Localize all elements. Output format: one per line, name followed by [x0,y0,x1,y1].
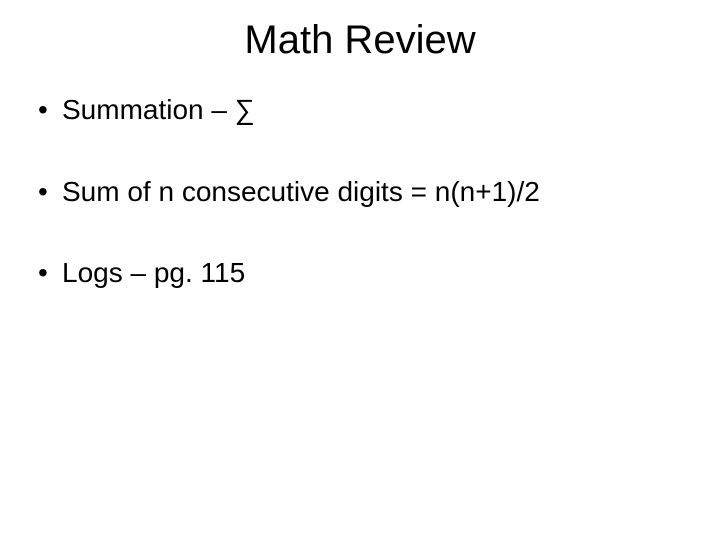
bullet-text: Sum of n consecutive digits = n(n+1)/2 [62,175,682,209]
bullet-icon: • [38,93,62,127]
slide-body: • Summation – ∑ • Sum of n consecutive d… [0,93,720,290]
slide-title: Math Review [0,0,720,93]
list-item: • Sum of n consecutive digits = n(n+1)/2 [38,175,682,209]
list-item: • Logs – pg. 115 [38,256,682,290]
bullet-icon: • [38,256,62,290]
slide: Math Review • Summation – ∑ • Sum of n c… [0,0,720,540]
bullet-text: Summation – ∑ [62,93,682,127]
list-item: • Summation – ∑ [38,93,682,127]
bullet-icon: • [38,175,62,209]
bullet-text: Logs – pg. 115 [62,256,682,290]
